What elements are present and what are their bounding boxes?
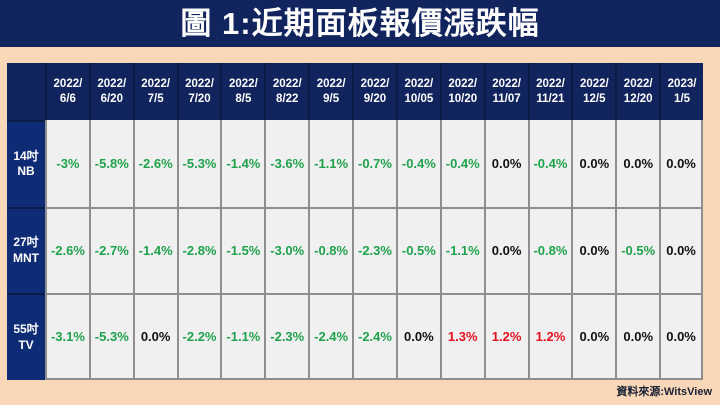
date-header-cell: 2022/ 6/20 (88, 63, 133, 120)
value-cell: -1.1% (308, 120, 353, 207)
value-cell: -1.4% (132, 206, 177, 294)
value-cell: -1.1% (220, 293, 265, 380)
value-cell: -0.8% (308, 206, 353, 294)
value-cell: -0.4% (395, 120, 440, 207)
row-label: 55吋 TV (7, 293, 45, 380)
value-cell: 1.2% (527, 293, 572, 380)
value-cell: 0.0% (659, 120, 703, 207)
date-header-cell: 2022/ 10/05 (395, 63, 440, 120)
date-header-cell: 2022/ 11/21 (527, 63, 572, 120)
table-corner-cell (7, 63, 45, 120)
value-cell: 0.0% (659, 293, 703, 380)
value-cell: -1.5% (220, 206, 265, 294)
value-cell: 0.0% (483, 120, 528, 207)
value-cell: -2.4% (352, 293, 396, 380)
value-cell: -3.0% (264, 206, 309, 294)
date-header-cell: 2022/ 8/22 (264, 63, 309, 120)
value-cell: 0.0% (395, 293, 440, 380)
panel-price-table: 2022/ 6/6 2022/ 6/20 2022/ 7/5 2022/ 7/20 20… (7, 63, 703, 380)
value-cell: 0.0% (483, 206, 528, 294)
title-bar: 圖 1:近期面板報價漲跌幅 (0, 0, 720, 47)
date-header-cell: 2022/ 10/20 (439, 63, 484, 120)
value-cell: 0.0% (571, 120, 616, 207)
value-cell: -2.7% (88, 206, 133, 294)
value-cell: -2.4% (308, 293, 353, 380)
value-cell: 0.0% (571, 206, 616, 294)
date-header-cell: 2023/ 1/5 (659, 63, 703, 120)
value-cell: 0.0% (132, 293, 177, 380)
date-header-cell: 2022/ 12/20 (615, 63, 660, 120)
value-cell: -0.4% (439, 120, 484, 207)
value-cell: -0.8% (527, 206, 572, 294)
date-header-cell: 2022/ 11/07 (483, 63, 528, 120)
value-cell: -2.6% (132, 120, 177, 207)
value-cell: -1.1% (439, 206, 484, 294)
value-cell: -0.4% (527, 120, 572, 207)
row-label: 27吋 MNT (7, 206, 45, 294)
value-cell: -2.6% (45, 206, 89, 294)
date-header-cell: 2022/ 7/5 (132, 63, 177, 120)
value-cell: -1.4% (220, 120, 265, 207)
value-cell: 1.3% (439, 293, 484, 380)
value-cell: -2.3% (264, 293, 309, 380)
value-cell: -3.1% (45, 293, 89, 380)
date-header-cell: 2022/ 8/5 (220, 63, 265, 120)
date-header-cell: 2022/ 12/5 (571, 63, 616, 120)
value-cell: 0.0% (571, 293, 616, 380)
value-cell: -5.3% (176, 120, 221, 207)
value-cell: -0.5% (615, 206, 660, 294)
value-cell: -2.8% (176, 206, 221, 294)
row-label: 14吋 NB (7, 120, 45, 207)
value-cell: 0.0% (615, 120, 660, 207)
date-header-cell: 2022/ 9/5 (308, 63, 353, 120)
value-cell: 0.0% (615, 293, 660, 380)
value-cell: -2.2% (176, 293, 221, 380)
value-cell: -5.3% (88, 293, 133, 380)
value-cell: -0.7% (352, 120, 396, 207)
value-cell: -0.5% (395, 206, 440, 294)
data-source-note: 資料來源:WitsView (616, 386, 712, 398)
value-cell: -3% (45, 120, 89, 207)
page-title: 圖 1:近期面板報價漲跌幅 (180, 6, 540, 41)
value-cell: 0.0% (659, 206, 703, 294)
date-header-cell: 2022/ 9/20 (352, 63, 396, 120)
date-header-cell: 2022/ 7/20 (176, 63, 221, 120)
date-header-cell: 2022/ 6/6 (45, 63, 89, 120)
value-cell: -3.6% (264, 120, 309, 207)
value-cell: -5.8% (88, 120, 133, 207)
value-cell: -2.3% (352, 206, 396, 294)
value-cell: 1.2% (483, 293, 528, 380)
